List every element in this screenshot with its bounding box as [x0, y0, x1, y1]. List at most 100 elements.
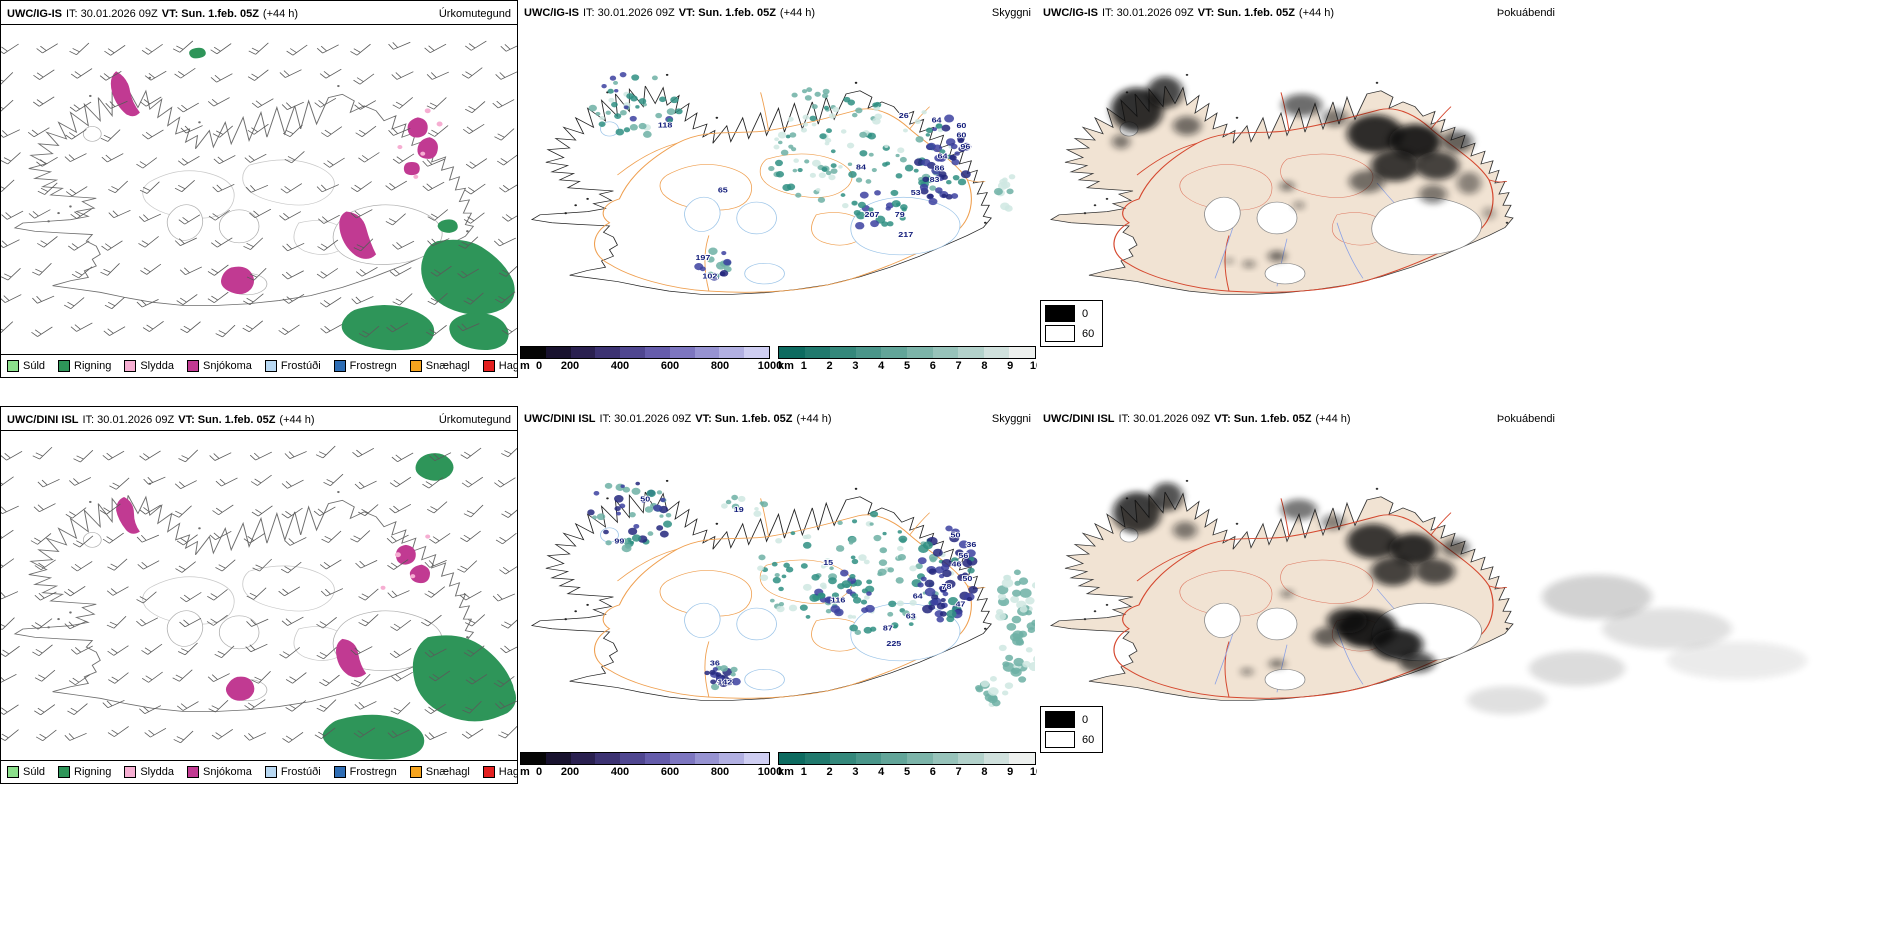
fog-legend-swatch: [1045, 731, 1075, 748]
legend-label: Súld: [23, 766, 46, 778]
legend-label: Frostregn: [349, 360, 397, 372]
fog-legend-row: 60: [1045, 731, 1094, 748]
fog-legend-swatch: [1045, 711, 1075, 728]
scale-tick: 1: [800, 766, 807, 778]
run-title: UWC/IG-IS IT: 30.01.2026 09Z VT: Sun. 1.fe…: [1043, 7, 1338, 19]
panel-header: UWC/IG-IS IT: 30.01.2026 09Z VT: Sun. 1.fe…: [1037, 0, 1561, 24]
legend-label: Frostregn: [349, 766, 397, 778]
fog-legend-row: 0: [1045, 711, 1094, 728]
product-label: Þokuábendi: [1496, 413, 1555, 425]
legend-item: Frostregn: [333, 766, 397, 778]
visibility-scale-km: km 1 2 3 4 5 6 7 8 9 10: [778, 752, 1042, 781]
lead-time: (+44 h): [279, 413, 315, 426]
valid-time: VT: Sun. 1.feb. 05Z: [161, 7, 259, 20]
scale-tick: 1000: [757, 766, 783, 778]
legend-swatch: [264, 766, 277, 778]
scale-tick: 2: [826, 360, 833, 372]
lead-time: (+44 h): [796, 413, 832, 425]
panel-igis-precip-type: UWC/IG-IS IT: 30.01.2026 09Z VT: Sun. 1.fe…: [0, 0, 530, 378]
legend-item: Snæhagl: [409, 766, 470, 778]
product-label: Þokuábendi: [1496, 7, 1555, 19]
fog-legend-label: 60: [1082, 327, 1095, 340]
legend-item: Snæhagl: [409, 360, 470, 372]
legend-label: Rigning: [74, 360, 112, 372]
legend-item: Súld: [7, 766, 45, 778]
legend-item: Frostregn: [333, 360, 397, 372]
scale-tick: 4: [878, 360, 885, 372]
valid-time: VT: Sun. 1.feb. 05Z: [678, 7, 776, 19]
scale-unit: km: [778, 766, 794, 778]
product-label: Skyggni: [991, 7, 1031, 19]
scale-unit: m: [520, 766, 530, 778]
legend-swatch: [186, 360, 199, 372]
fog-legend-label: 60: [1082, 733, 1095, 746]
legend-item: Snjókoma: [186, 766, 252, 778]
visibility-value-label: 50: [640, 495, 650, 503]
legend-item: Rigning: [58, 360, 111, 372]
lead-time: (+44 h): [262, 7, 299, 20]
visibility-scale-m: m 0 200 400 600 800 1000: [520, 346, 782, 375]
legend-swatch: [7, 766, 19, 778]
fog-legend-swatch: [1045, 305, 1075, 322]
lead-time: (+44 h): [1315, 413, 1351, 425]
visibility-value-label: 50: [950, 531, 960, 539]
visibility-value-label: 64: [913, 592, 923, 600]
visibility-value-label: 64: [938, 152, 948, 160]
panel-igis-visibility: UWC/IG-IS IT: 30.01.2026 09Z VT: Sun. 1.fe…: [518, 0, 1042, 400]
legend-label: Slydda: [140, 360, 174, 372]
scale-tick: 1: [800, 360, 807, 372]
run-title: UWC/IG-IS IT: 30.01.2026 09Z VT: Sun. 1.fe…: [524, 7, 819, 19]
model-name: UWC/DINI ISL: [524, 413, 596, 425]
visibility-colorbars: m 0 200 400 600 800 1000 km 1 2 3 4 5 6 7 8 9 10: [520, 346, 1042, 375]
scale-tick: 800: [710, 766, 730, 778]
scale-tick: 5: [903, 360, 911, 372]
scale-tick: 9: [1007, 360, 1014, 372]
visibility-value-label: 60: [956, 122, 966, 130]
legend-swatch: [7, 360, 19, 372]
legend-label: Súld: [23, 360, 46, 372]
init-time: IT: 30.01.2026 09Z: [1102, 7, 1194, 19]
visibility-value-label: 116: [831, 596, 846, 604]
scale-tick: 200: [560, 360, 580, 372]
legend-item: Rigning: [58, 766, 111, 778]
scale-tick: 3: [852, 360, 859, 372]
visibility-value-label: 99: [614, 538, 624, 546]
run-title: UWC/IG-IS IT: 30.01.2026 09Z VT: Sun. 1.fe…: [7, 8, 302, 20]
visibility-value-label: 78: [942, 583, 952, 591]
visibility-value-label: 197: [695, 254, 710, 262]
legend-label: Snjókoma: [202, 360, 252, 372]
scale-tick: 9: [1007, 766, 1014, 778]
visibility-value-label: 87: [883, 624, 893, 632]
panel-header: UWC/DINI ISL IT: 30.01.2026 09Z VT: Sun. 1…: [518, 406, 1037, 430]
product-label: Skyggni: [991, 413, 1031, 425]
scale-tick: 5: [903, 766, 911, 778]
scale-tick: 800: [710, 360, 730, 372]
legend-label: Snæhagl: [425, 766, 470, 778]
visibility-value-label: 142: [717, 678, 732, 686]
legend-swatch: [409, 766, 422, 778]
legend-label: Frostúði: [280, 360, 321, 372]
init-time: IT: 30.01.2026 09Z: [1118, 413, 1211, 425]
scale-tick: 8: [981, 766, 988, 778]
product-label: Úrkomutegund: [438, 413, 511, 426]
fog-legend-row: 60: [1045, 325, 1094, 342]
precip-type-map: [1, 444, 517, 760]
scale-tick: 8: [981, 360, 988, 372]
panel-header: UWC/IG-IS IT: 30.01.2026 09Z VT: Sun. 1.fe…: [518, 0, 1037, 24]
visibility-value-label: 79: [895, 211, 905, 219]
precip-type-map: [1, 40, 517, 351]
visibility-value-label: 56: [958, 552, 968, 560]
fog-legend-label: 0: [1082, 713, 1089, 726]
lead-time: (+44 h): [1298, 7, 1335, 19]
visibility-scale-km: km 1 2 3 4 5 6 7 8 9 10: [778, 346, 1042, 375]
panel-dini-visibility: UWC/DINI ISL IT: 30.01.2026 09Z VT: Sun. 1…: [518, 406, 1042, 806]
visibility-value-label: 60: [956, 132, 966, 140]
legend-label: Frostúði: [280, 766, 321, 778]
run-title: UWC/DINI ISL IT: 30.01.2026 09Z VT: Sun. 1…: [524, 413, 836, 425]
scale-tick: 7: [955, 766, 962, 778]
scale-unit: m: [520, 360, 530, 372]
init-time: IT: 30.01.2026 09Z: [66, 7, 158, 20]
valid-time: VT: Sun. 1.feb. 05Z: [695, 413, 793, 425]
